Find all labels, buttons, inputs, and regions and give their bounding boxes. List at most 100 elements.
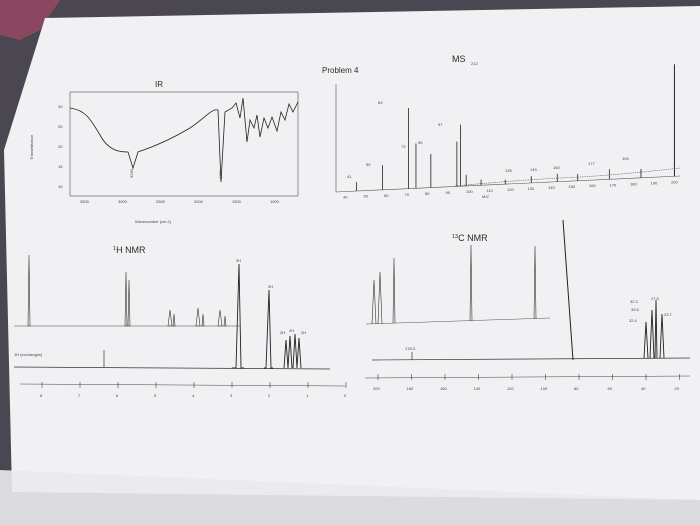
ms-peak-label: 55 — [366, 162, 371, 167]
ms-x-ticks: 40 50 60 70 80 90 100 110 120 130 140 150 160 170 180 1… — [343, 179, 678, 199]
ms-x-tick-label: 100 — [466, 189, 473, 194]
c-nmr-peak-label: 23.7 — [664, 312, 673, 317]
ms-x-axis-label: M/Z — [482, 194, 489, 199]
ms-peak-label: 160 — [553, 165, 560, 170]
h-nmr-x-tick-label: 3 — [230, 393, 233, 398]
ir-trace — [69, 97, 299, 183]
ms-x-tick-label: 150 — [569, 184, 576, 189]
h-nmr-exchange-note: 1H (exchanges) — [14, 352, 43, 357]
h-nmr-integration-label: 2H — [289, 328, 294, 333]
ir-x-tick-label: 3500 — [80, 199, 90, 204]
c-nmr-x-tick-label: 60 — [608, 386, 613, 391]
c-nmr-peak-3 — [654, 299, 658, 359]
ir-y-tick-label: 10 — [58, 184, 63, 189]
ir-x-tick-label: 2000 — [194, 199, 204, 204]
c-nmr-x-tick-label: 120 — [507, 386, 514, 391]
h-nmr-inset — [14, 254, 240, 327]
c-nmr-inset-baseline — [365, 317, 551, 325]
h-nmr-integration-label: 2H — [268, 284, 273, 289]
ms-peak-label: 69 — [378, 100, 383, 105]
ms-peak-label: 41 — [347, 174, 352, 179]
ir-x-ticks: 3500 3000 2500 2000 1500 1000 — [80, 199, 280, 204]
c-nmr-peak-labels: 178.3 32.3 27.5 33.6 23.7 32.4 — [405, 296, 673, 351]
ms-peaks: 69 97 95 73 55 41 135 149 160 177 194 — [347, 64, 675, 192]
c-nmr-peak-label: 32.3 — [630, 299, 639, 304]
h-nmr-x-tick-label: 0 — [344, 393, 347, 398]
c-nmr-x-tick-label: 160 — [440, 386, 447, 391]
c-nmr-inset-peaks — [371, 244, 537, 325]
c-nmr-inset — [365, 244, 551, 325]
h-nmr-integration-label: 2H — [280, 330, 285, 335]
paper-lower-edge — [0, 470, 700, 525]
ms-peak-label: 149 — [530, 167, 537, 172]
c-nmr-x-axis — [364, 375, 691, 379]
c-nmr-x-tick-label: 200 — [373, 386, 380, 391]
c-nmr-peak-label: 178.3 — [405, 346, 416, 351]
ir-y-tick-label: 20 — [58, 144, 63, 149]
c-nmr-baseline — [371, 357, 691, 361]
ms-x-tick-label: 50 — [364, 194, 369, 199]
h-nmr-x-tick-label: 4 — [192, 393, 195, 398]
ms-x-tick-label: 200 — [671, 179, 678, 184]
ms-x-tick-label: 180 — [630, 181, 637, 186]
c-nmr-peak-2 — [649, 309, 655, 359]
ms-x-tick-label: 60 — [384, 193, 389, 198]
ms-x-tick-label: 170 — [610, 182, 617, 187]
h-nmr-x-tick-label: 5 — [154, 393, 157, 398]
h-nmr-peak-3 — [283, 335, 293, 369]
ms-x-tick-label: 80 — [425, 191, 430, 196]
h-nmr-inset-peaks — [27, 254, 227, 327]
ms-x-tick-label: 190 — [651, 180, 658, 185]
ir-x-axis-label: Wavenumber (cm-1) — [135, 219, 172, 224]
ms-x-tick-label: 110 — [487, 188, 494, 193]
h-nmr-integrations: 2H 2H 2H 2H 2H — [236, 258, 306, 335]
ms-x-tick-label: 140 — [548, 185, 555, 190]
h-nmr-x-tick-label: 8 — [40, 393, 43, 398]
h-nmr-baseline — [13, 366, 331, 370]
c-nmr-x-tick-label: 140 — [474, 386, 481, 391]
h-nmr-peak-1 — [232, 263, 244, 369]
ms-x-tick-label: 40 — [343, 195, 348, 200]
fabric-corner — [0, 0, 60, 40]
h-nmr-x-tick-label: 1 — [306, 393, 309, 398]
c-nmr-x-tick-label: 80 — [574, 386, 579, 391]
h-nmr-integration-label: 2H — [236, 258, 241, 263]
ir-spectrum: IR Transmittance 30 25 20 15 10 3500 3000 2500… — [29, 80, 299, 224]
ms-parent-ion: 212 — [471, 61, 478, 66]
paper-sheet — [4, 6, 700, 500]
c-nmr-peak-label: 27.5 — [651, 296, 660, 301]
c-nmr-x-tick-label: 100 — [541, 386, 548, 391]
ir-y-tick-label: 30 — [58, 104, 63, 109]
ms-peak-label: 97 — [438, 122, 443, 127]
h-nmr-x-tick-label: 7 — [78, 393, 81, 398]
c-nmr-peak-label: 32.4 — [629, 318, 638, 323]
c-nmr-x-tick-label: 180 — [407, 386, 414, 391]
ms-title: MS — [452, 54, 466, 64]
ir-x-tick-label: 1000 — [270, 199, 280, 204]
ir-x-tick-label: 2500 — [156, 199, 166, 204]
ms-x-tick-label: 130 — [528, 186, 535, 191]
ms-x-tick-label: 160 — [589, 183, 596, 188]
ms-peak-label: 95 — [418, 140, 423, 145]
h-nmr-title: 1H NMR — [113, 245, 146, 255]
ir-frame — [69, 91, 299, 197]
ms-noise — [454, 167, 681, 187]
problem-title: Problem 4 — [322, 66, 359, 75]
h-nmr-x-tick-label: 6 — [116, 393, 119, 398]
c-nmr-peak-label: 33.6 — [631, 307, 640, 312]
ir-peak-note: 3290 — [129, 168, 134, 178]
ms-x-tick-label: 90 — [446, 190, 451, 195]
h-nmr-spectrum: 1H NMR 1H (exchanges) 2H 2H 2H 2H 2H 8 7 6 5 4 3 2… — [13, 245, 347, 398]
c-nmr-peaks — [643, 299, 665, 359]
h-nmr-integration-label: 2H — [301, 330, 306, 335]
ir-peak-note-2: 1703 — [218, 169, 223, 179]
mass-spectrum: Problem 4 MS 212 69 97 95 73 55 41 135 149 160 17… — [322, 54, 681, 200]
ir-y-tick-label: 25 — [58, 124, 63, 129]
ms-peak-label: 73 — [401, 144, 406, 149]
ir-title: IR — [155, 80, 163, 89]
h-nmr-peaks — [232, 263, 302, 369]
c-nmr-x-ticks: 200 180 160 140 120 100 80 60 40 20 — [373, 374, 680, 391]
h-nmr-peak-4 — [292, 333, 302, 369]
c-nmr-peak-1 — [643, 321, 649, 359]
